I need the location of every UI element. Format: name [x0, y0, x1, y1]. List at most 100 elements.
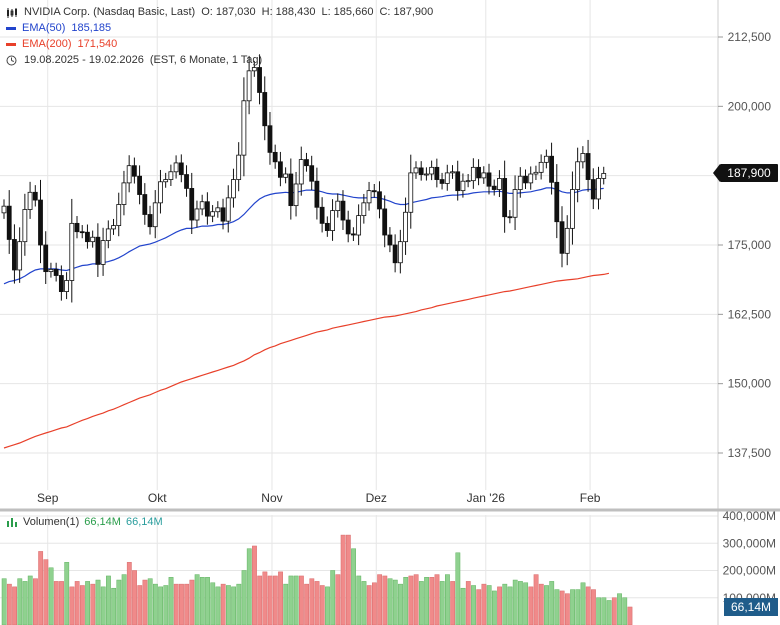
volume-bar	[12, 586, 17, 625]
volume-bar	[429, 577, 435, 625]
candle-body	[131, 165, 137, 177]
candle-body	[596, 178, 601, 200]
volume-bar	[523, 582, 529, 625]
candle-body	[27, 191, 33, 210]
volume-bar	[74, 581, 80, 625]
candle-body	[424, 173, 429, 176]
volume-bar	[299, 575, 304, 625]
volume-bar	[48, 567, 54, 625]
candle-body	[444, 172, 450, 184]
candlestick-icon[interactable]	[6, 7, 18, 18]
candle-body	[309, 165, 315, 182]
candle-body	[53, 269, 59, 276]
candle-body	[267, 125, 273, 153]
volume-bar	[418, 581, 424, 625]
volume-label: Volumen(1)	[23, 516, 80, 528]
ema200-legend[interactable]: EMA(200) 171,540	[6, 36, 433, 52]
candle-body	[225, 197, 231, 222]
candle-body	[580, 153, 586, 163]
volume-bar	[330, 570, 336, 625]
candle-body	[601, 173, 607, 179]
volume-bar	[90, 583, 96, 625]
volume-bar	[309, 578, 315, 625]
volume-bar	[168, 577, 174, 625]
volume-bar	[17, 578, 23, 625]
bar-chart-icon[interactable]	[6, 517, 18, 527]
clock-icon	[6, 55, 18, 66]
ema200-swatch	[6, 42, 16, 46]
candle-body	[476, 166, 481, 179]
candle-body	[403, 211, 408, 243]
candle-body	[345, 219, 351, 235]
volume-bar	[538, 583, 544, 625]
x-tick-label: Feb	[580, 491, 601, 505]
volume-bar	[476, 589, 482, 625]
volume-bar	[126, 562, 132, 625]
x-tick-label: Nov	[261, 491, 282, 505]
candle-body	[512, 189, 518, 218]
candle-body	[277, 161, 283, 178]
volume-bar	[518, 581, 523, 625]
candle-body	[549, 155, 554, 183]
candle-body	[257, 67, 262, 93]
volume-bar	[278, 571, 283, 625]
volume-bar	[408, 575, 414, 625]
candle-body	[158, 181, 163, 204]
volume-bar	[424, 577, 429, 625]
candle-body	[460, 180, 466, 192]
volume-bar	[59, 581, 64, 625]
volume-bar	[570, 589, 575, 625]
candle-body	[502, 178, 508, 218]
candle-body	[152, 202, 158, 228]
volume-bar	[79, 585, 85, 625]
volume-bar	[617, 593, 622, 625]
candle-body	[408, 172, 414, 213]
range-note: (EST, 6 Monate, 1 Tag)	[149, 54, 263, 66]
candle-body	[246, 70, 252, 102]
volume-bar	[575, 589, 581, 625]
volume-bar	[335, 574, 341, 625]
candle-body	[361, 202, 367, 217]
candle-body	[304, 159, 309, 167]
candle-body	[241, 100, 247, 156]
y-tick-label: 175,000	[728, 238, 772, 252]
candle-body	[272, 151, 278, 163]
volume-bar	[445, 574, 450, 625]
ema200-label: EMA(200)	[22, 38, 72, 50]
volume-bar	[252, 545, 257, 625]
candle-body	[366, 190, 372, 204]
volume-bar	[507, 586, 513, 625]
volume-bar	[43, 559, 49, 625]
volume-bar	[116, 579, 122, 625]
date-range: 19.08.2025 - 19.02.2026	[24, 54, 144, 66]
ohlc-low: L: 185,660	[321, 6, 374, 18]
volume-bar	[33, 578, 38, 625]
instrument-title: NVIDIA Corp. (Nasdaq Basic, Last)	[24, 6, 196, 18]
volume-bar	[147, 578, 153, 625]
ema50-label: EMA(50)	[22, 22, 66, 34]
candle-body	[575, 161, 581, 190]
volume-bar	[163, 585, 169, 625]
volume-bar	[205, 577, 210, 625]
candle-body	[335, 200, 341, 212]
volume-bar	[622, 597, 628, 625]
ema50-legend[interactable]: EMA(50) 185,185	[6, 20, 433, 36]
volume-bar	[450, 581, 456, 625]
candle-body	[64, 280, 69, 292]
candle-body	[74, 222, 80, 233]
candle-body	[126, 165, 132, 184]
candle-body	[283, 173, 289, 178]
volume-bar	[95, 579, 101, 625]
y-tick-label: 212,500	[728, 30, 772, 44]
volume-bar	[64, 562, 70, 625]
volume-bar	[121, 574, 127, 625]
volume-bar	[111, 587, 117, 625]
last-volume-tag: 66,14M	[724, 597, 778, 616]
volume-bar	[215, 586, 221, 625]
volume-bar	[471, 585, 476, 625]
x-tick-label: Okt	[148, 491, 167, 505]
volume-bar	[241, 570, 247, 625]
candle-body	[69, 222, 75, 281]
candle-body	[38, 199, 43, 246]
